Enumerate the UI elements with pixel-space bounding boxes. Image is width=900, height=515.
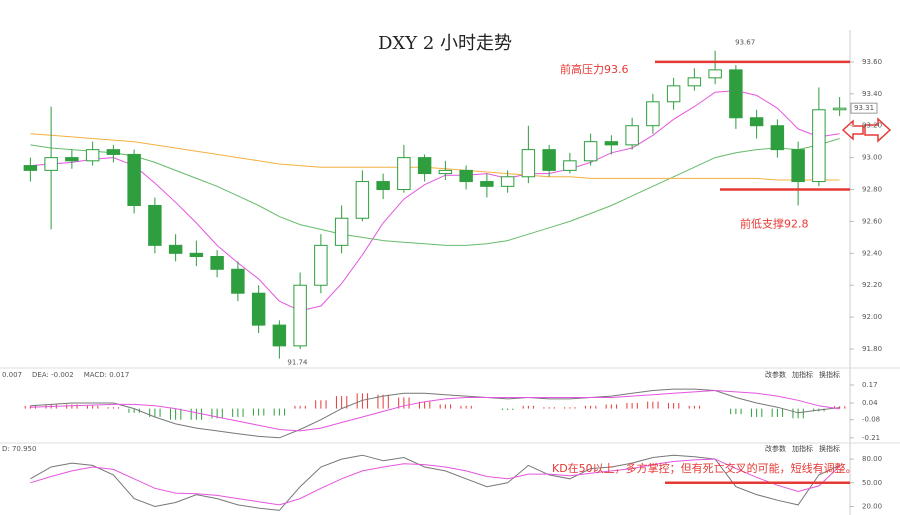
candle-body xyxy=(583,141,598,162)
series-line xyxy=(30,133,840,181)
last-price-label: 93.31 xyxy=(854,104,874,112)
candle-body xyxy=(293,284,307,347)
indicator-button[interactable]: 加指标 xyxy=(792,444,813,453)
indicator-button[interactable]: 改参数 xyxy=(765,370,786,379)
y-tick-label: 93.60 xyxy=(862,58,882,66)
candle-body xyxy=(542,149,556,171)
candle-body xyxy=(500,176,515,187)
y-tick-label: 92.20 xyxy=(862,281,882,289)
y-tick-label: -0.21 xyxy=(862,434,880,442)
candle-body xyxy=(334,217,349,246)
candle-body xyxy=(604,141,619,146)
indicator-button[interactable]: 换指标 xyxy=(819,444,840,453)
indicator-header: MACD: 0.017 xyxy=(84,371,130,379)
series-line xyxy=(30,389,840,432)
indicator-header: D: 70.950 xyxy=(2,445,36,453)
series-line xyxy=(30,458,840,506)
candle-body xyxy=(729,69,743,119)
candle-body xyxy=(480,181,494,187)
candle-body xyxy=(251,292,266,326)
indicator-button[interactable]: 改参数 xyxy=(765,444,786,453)
series-line xyxy=(30,138,840,246)
y-tick-label: 93.00 xyxy=(862,154,882,162)
indicator-header: DEA: -0.002 xyxy=(32,371,74,379)
y-tick-label: 93.40 xyxy=(862,90,882,98)
indicator-button[interactable]: 加指标 xyxy=(792,370,813,379)
candle-body xyxy=(106,149,121,155)
candle-body xyxy=(438,169,453,175)
candle-body xyxy=(314,244,328,286)
y-tick-label: 0.04 xyxy=(862,399,878,407)
candle-body xyxy=(127,153,141,206)
candle-body xyxy=(168,244,183,254)
candle-body xyxy=(397,157,411,191)
y-tick-label: 92.00 xyxy=(862,313,882,321)
level-annotation: KD在50以上，多方掌控；但有死亡交叉的可能，短线有调整。 xyxy=(552,461,857,475)
candle-body xyxy=(791,149,805,183)
candle-body xyxy=(812,109,826,183)
level-annotation: 前低支撑92.8 xyxy=(740,217,809,231)
y-tick-label: 50.00 xyxy=(862,479,882,487)
candle-body xyxy=(770,125,785,151)
indicator-header: 0.007 xyxy=(2,371,22,379)
candle-body xyxy=(666,85,681,103)
y-tick-label: 20.00 xyxy=(862,502,882,510)
candle-body xyxy=(687,77,702,87)
candle-body xyxy=(646,101,660,127)
candle-body xyxy=(625,125,639,146)
y-tick-label: 93.20 xyxy=(862,122,882,130)
y-tick-label: -0.08 xyxy=(862,416,880,424)
candle-body xyxy=(148,204,162,246)
level-annotation: 前高压力93.6 xyxy=(560,62,629,76)
chart-title: DXY 2 小时走势 xyxy=(378,33,512,54)
series-line xyxy=(30,388,840,439)
candle-body xyxy=(563,160,577,171)
candle-body xyxy=(749,117,764,127)
y-tick-label: 80.00 xyxy=(862,455,882,463)
y-tick-label: 92.40 xyxy=(862,249,882,257)
y-tick-label: 92.60 xyxy=(862,217,882,225)
y-tick-label: 92.80 xyxy=(862,186,882,194)
candle-body xyxy=(65,157,79,162)
candle-body xyxy=(708,69,722,79)
arrow-icon xyxy=(841,117,892,143)
indicator-button[interactable]: 换指标 xyxy=(819,370,840,379)
series-line xyxy=(30,454,840,511)
last-price-box xyxy=(850,102,878,114)
candle-body xyxy=(355,181,370,219)
candle-body xyxy=(521,149,536,178)
candle-body xyxy=(23,165,38,171)
candle-body xyxy=(272,324,287,347)
candle-body xyxy=(376,181,390,191)
y-tick-label: 0.17 xyxy=(862,381,878,389)
candle-body xyxy=(231,268,245,294)
candle-body xyxy=(459,169,473,183)
candle-body xyxy=(210,256,224,270)
low-marker: 91.74 xyxy=(287,359,308,367)
candle-body xyxy=(832,107,847,111)
candle-body xyxy=(85,149,100,162)
high-marker: 93.67 xyxy=(735,39,755,47)
candle-body xyxy=(44,157,58,171)
candle-body xyxy=(189,252,204,258)
y-tick-label: 91.80 xyxy=(862,345,882,353)
series-line xyxy=(30,90,840,312)
candle-body xyxy=(417,157,432,175)
